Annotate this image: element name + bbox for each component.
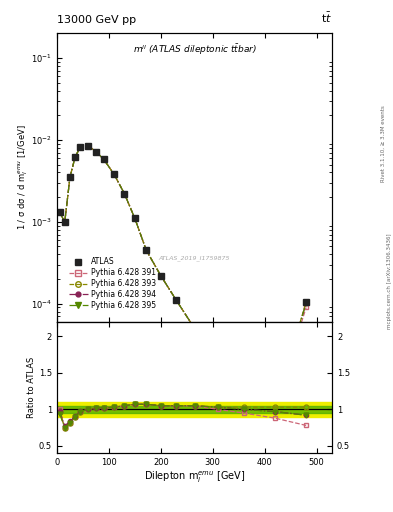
Y-axis label: 1 / σ dσ / d m$_{l}^{emu}$ [1/GeV]: 1 / σ dσ / d m$_{l}^{emu}$ [1/GeV]: [16, 125, 29, 230]
Legend: ATLAS, Pythia 6.428 391, Pythia 6.428 393, Pythia 6.428 394, Pythia 6.428 395: ATLAS, Pythia 6.428 391, Pythia 6.428 39…: [66, 255, 158, 312]
X-axis label: Dilepton m$_{l}^{emu}$ [GeV]: Dilepton m$_{l}^{emu}$ [GeV]: [144, 470, 245, 485]
Text: m$^{ll}$ (ATLAS dileptonic t$\bar{t}$bar): m$^{ll}$ (ATLAS dileptonic t$\bar{t}$bar…: [132, 42, 257, 57]
Y-axis label: Ratio to ATLAS: Ratio to ATLAS: [27, 357, 36, 418]
Text: t$\bar{t}$: t$\bar{t}$: [321, 10, 332, 25]
Text: mcplots.cern.ch [arXiv:1306.3436]: mcplots.cern.ch [arXiv:1306.3436]: [387, 234, 392, 329]
Text: Rivet 3.1.10, ≥ 3.3M events: Rivet 3.1.10, ≥ 3.3M events: [381, 105, 386, 182]
Text: 13000 GeV pp: 13000 GeV pp: [57, 14, 136, 25]
Text: ATLAS_2019_I1759875: ATLAS_2019_I1759875: [159, 255, 230, 261]
